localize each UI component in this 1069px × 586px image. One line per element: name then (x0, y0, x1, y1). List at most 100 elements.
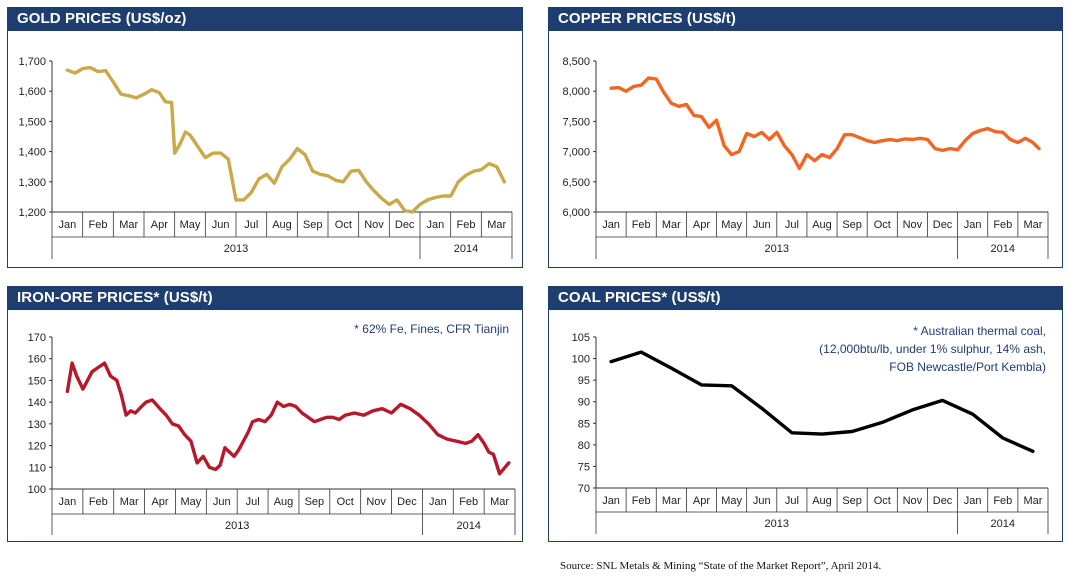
copper-prices-title: COPPER PRICES (US$/t) (548, 7, 1063, 31)
iron-ore-y-tick-label: 170 (28, 332, 46, 344)
copper-y-tick-label: 7,000 (562, 147, 590, 159)
gold-y-tick-label: 1,600 (18, 86, 46, 98)
coal-x-tick-label: Mar (662, 495, 681, 507)
coal-y-tick-label: 100 (572, 354, 590, 366)
copper-x-tick-label: Oct (874, 219, 891, 231)
copper-year-label: 2014 (991, 243, 1015, 255)
iron-ore-y-tick-label: 110 (28, 462, 46, 474)
copper-x-tick-label: Feb (993, 219, 1012, 231)
coal-x-tick-label: Jul (785, 495, 799, 507)
coal-x-tick-label: Apr (693, 495, 710, 507)
coal-prices-chart: 70 75 80 85 90 95 100 105 Jan Feb Mar Apr May Jun Jul A… (572, 324, 1049, 534)
gold-prices-frame (7, 31, 523, 268)
iron-ore-y-tick-label: 160 (28, 354, 46, 366)
copper-x-tick-label: Aug (812, 219, 832, 231)
coal-note-text: FOB Newcastle/Port Kembla) (889, 360, 1046, 374)
iron-ore-y-tick-label: 130 (28, 419, 46, 431)
copper-x-tick-label: Jan (964, 219, 982, 231)
copper-x-tick-label: Jun (753, 219, 771, 231)
gold-x-tick-label: Jan (58, 219, 76, 231)
copper-x-tick-label: Mar (1023, 219, 1042, 231)
iron-ore-x-tick-label: Mar (120, 496, 139, 508)
copper-x-tick-label: Feb (632, 219, 651, 231)
iron-ore-x-tick-label: Jun (213, 496, 231, 508)
gold-prices-panel: GOLD PRICES (US$/oz) 1,200 1,300 1,400 1,50… (7, 7, 523, 268)
coal-x-tick-label: Feb (632, 495, 651, 507)
gold-y-tick-label: 1,300 (18, 177, 46, 189)
iron-ore-year-label: 2014 (456, 520, 480, 532)
coal-note-text: (12,000btu/lb, under 1% sulphur, 14% ash… (819, 342, 1046, 356)
copper-x-tick-label: Apr (693, 219, 710, 231)
coal-y-tick-label: 95 (578, 375, 590, 387)
iron-ore-prices-panel: IRON-ORE PRICES* (US$/t) 100 110 120 130 140… (7, 286, 523, 542)
iron-ore-prices-frame (7, 310, 523, 542)
coal-x-tick-label: Sep (842, 495, 862, 507)
copper-prices-panel: COPPER PRICES (US$/t) 6,000 6,500 7,000 7,5… (548, 7, 1063, 268)
copper-y-tick-label: 6,000 (562, 207, 590, 219)
coal-x-tick-label: Feb (993, 495, 1012, 507)
coal-x-tick-label: May (721, 495, 742, 507)
coal-x-tick-label: Dec (933, 495, 953, 507)
copper-x-tick-label: May (721, 219, 742, 231)
iron-ore-y-tick-label: 140 (28, 397, 46, 409)
coal-x-tick-label: Aug (812, 495, 832, 507)
copper-prices-chart: 6,000 6,500 7,000 7,500 8,000 8,500 Jan Feb Mar A… (562, 56, 1049, 259)
gold-year-label: 2013 (224, 243, 248, 255)
iron-ore-x-tick-label: Apr (151, 496, 168, 508)
gold-x-tick-label: Dec (395, 219, 415, 231)
coal-y-tick-label: 105 (572, 332, 590, 344)
gold-x-tick-label: Feb (457, 219, 476, 231)
iron-ore-year-label: 2013 (225, 520, 249, 532)
copper-x-tick-label: Jan (602, 219, 620, 231)
copper-y-tick-label: 6,500 (562, 177, 590, 189)
iron-ore-x-tick-label: Jan (59, 496, 77, 508)
copper-y-tick-label: 7,500 (562, 116, 590, 128)
iron-ore-x-tick-label: Nov (366, 496, 386, 508)
gold-x-tick-label: May (180, 219, 201, 231)
iron-ore-x-tick-label: Oct (337, 496, 354, 508)
gold-x-tick-label: Apr (151, 219, 168, 231)
gold-x-tick-label: Jul (244, 219, 258, 231)
gold-y-tick-label: 1,500 (18, 116, 46, 128)
coal-x-tick-label: Jan (964, 495, 982, 507)
gold-x-tick-label: Jun (212, 219, 230, 231)
coal-x-tick-label: Jan (602, 495, 620, 507)
iron-ore-note-text: * 62% Fe, Fines, CFR Tianjin (354, 322, 509, 336)
iron-ore-price-line (65, 361, 511, 476)
iron-ore-y-tick-label: 100 (28, 484, 46, 496)
iron-ore-x-tick-label: Jul (246, 496, 260, 508)
iron-ore-x-tick-label: Feb (459, 496, 478, 508)
coal-prices-panel: COAL PRICES* (US$/t) 70 75 80 85 90 95 100 105 J… (548, 286, 1063, 542)
iron-ore-y-tick-label: 150 (28, 375, 46, 387)
gold-x-tick-label: Mar (487, 219, 506, 231)
copper-x-tick-label: Sep (842, 219, 862, 231)
gold-x-tick-label: Sep (303, 219, 323, 231)
gold-x-tick-label: Feb (89, 219, 108, 231)
gold-y-tick-label: 1,200 (18, 207, 46, 219)
coal-prices-frame (548, 310, 1063, 542)
coal-x-tick-label: Nov (903, 495, 923, 507)
iron-ore-prices-title: IRON-ORE PRICES* (US$/t) (7, 286, 523, 310)
coal-y-tick-label: 75 (578, 461, 590, 473)
coal-y-tick-label: 80 (578, 440, 590, 452)
copper-price-line (609, 76, 1041, 171)
coal-price-line (609, 350, 1035, 454)
iron-ore-x-tick-label: Jan (429, 496, 447, 508)
iron-ore-prices-chart: 100 110 120 130 140 150 160 170 Jan Feb Mar Apr May J… (28, 322, 516, 535)
iron-ore-x-tick-label: May (181, 496, 202, 508)
coal-x-tick-label: Mar (1023, 495, 1042, 507)
gold-x-tick-label: Aug (272, 219, 292, 231)
gold-x-tick-label: Nov (364, 219, 384, 231)
coal-note-text: * Australian thermal coal, (913, 324, 1046, 338)
coal-x-tick-label: Oct (874, 495, 891, 507)
iron-ore-y-tick-label: 120 (28, 441, 46, 453)
copper-x-tick-label: Dec (933, 219, 953, 231)
gold-x-tick-label: Jan (426, 219, 444, 231)
coal-year-label: 2014 (991, 518, 1015, 530)
iron-ore-x-tick-label: Mar (490, 496, 509, 508)
iron-ore-x-tick-label: Aug (274, 496, 294, 508)
gold-prices-title: GOLD PRICES (US$/oz) (7, 7, 523, 31)
gold-x-tick-label: Oct (335, 219, 352, 231)
coal-prices-title: COAL PRICES* (US$/t) (548, 286, 1063, 310)
copper-x-tick-label: Nov (903, 219, 923, 231)
